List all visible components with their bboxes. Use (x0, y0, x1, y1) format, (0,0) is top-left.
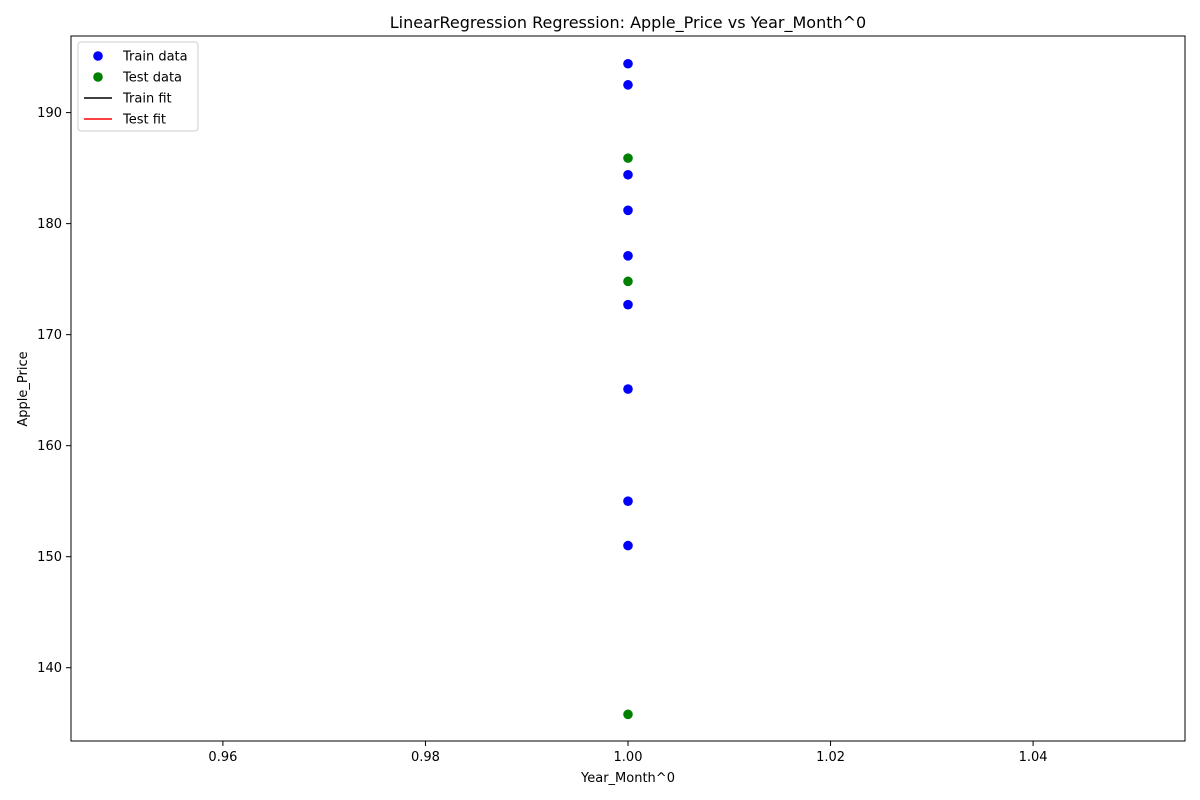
train-data-point (623, 384, 633, 394)
train-data-point (623, 496, 633, 506)
legend-label-train-fit: Train fit (122, 92, 172, 107)
test-data-point (623, 153, 633, 163)
train-data-point (623, 251, 633, 261)
y-tick-label: 150 (37, 550, 62, 565)
train-data-point (623, 299, 633, 310)
x-tick-label: 0.96 (208, 750, 237, 765)
y-tick-label: 140 (37, 661, 62, 676)
x-tick-label: 1.04 (1019, 750, 1048, 765)
train-data-point (623, 58, 633, 69)
train-data-point (623, 205, 633, 216)
legend-label-test-fit: Test fit (122, 113, 166, 128)
scatter-layer (623, 58, 633, 720)
train-data-point (623, 540, 633, 551)
y-tick-label: 170 (37, 328, 62, 343)
legend-box (77, 41, 199, 132)
train-data-point (623, 169, 633, 180)
legend-label-test-data: Test data (122, 71, 182, 86)
legend-items: Train data Test data Train fit Test fit (84, 50, 188, 128)
train-data-point (623, 80, 633, 90)
legend-marker-test-data (93, 72, 103, 82)
legend-marker-train-data (93, 51, 103, 61)
y-tick-label: 180 (37, 217, 62, 232)
test-data-point (623, 709, 633, 720)
legend: Train data Test data Train fit Test fit (77, 41, 199, 132)
test-data-point (623, 276, 633, 287)
legend-label-train-data: Train data (122, 50, 188, 65)
y-tick-label: 190 (37, 106, 62, 121)
y-axis-label: Apple_Price (16, 351, 31, 426)
x-axis-ticks: 0.96 0.98 1.00 1.02 1.04 (208, 741, 1048, 765)
x-tick-label: 0.98 (411, 750, 440, 765)
x-axis-label: Year_Month^0 (580, 771, 675, 786)
y-tick-label: 160 (37, 439, 62, 454)
x-tick-label: 1.00 (614, 750, 643, 765)
y-axis-ticks: 140 150 160 170 180 190 (37, 106, 71, 676)
x-tick-label: 1.02 (816, 750, 845, 765)
chart-title: LinearRegression Regression: Apple_Price… (390, 13, 866, 33)
plot-border (70, 35, 1186, 742)
